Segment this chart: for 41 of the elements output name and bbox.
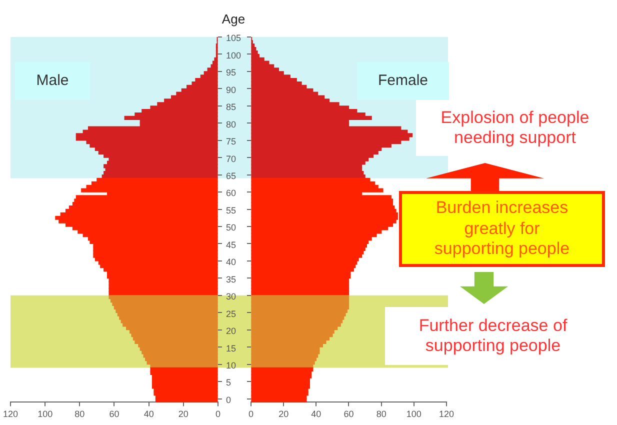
y-tick-label: 45 [226, 240, 236, 250]
y-axis-title: Age [222, 12, 246, 27]
x-tick-label: 80 [74, 409, 85, 420]
annotation: Female [378, 72, 428, 90]
y-tick-label: 65 [226, 171, 236, 182]
annotation: Male [36, 72, 69, 90]
y-tick-label: 70 [226, 154, 236, 164]
x-tick-label: 40 [144, 409, 154, 420]
annotation: Explosion of people needing support [440, 108, 590, 148]
y-tick-label: 55 [226, 205, 236, 216]
x-tick-label: 80 [376, 409, 386, 420]
y-tick-label: 40 [226, 257, 236, 268]
x-tick-label: 60 [109, 409, 120, 420]
x-tick-label: 60 [344, 409, 354, 420]
x-tick-label: 120 [438, 409, 454, 420]
y-tick-label: 90 [226, 84, 236, 95]
x-tick-label: 100 [38, 409, 53, 420]
y-tick-label: 95 [226, 68, 236, 78]
y-tick-label: 35 [226, 274, 236, 284]
x-tick-label: 20 [178, 409, 188, 420]
annotation: Further decrease of supporting people [418, 316, 568, 356]
x-tick-label: 120 [2, 409, 18, 420]
y-tick-label: 75 [226, 136, 236, 147]
x-tick-label: 20 [278, 409, 289, 420]
x-tick-label: 0 [248, 409, 254, 420]
annotation: Burden increases greatly for supporting people [433, 198, 571, 260]
y-tick-label: 15 [226, 343, 236, 354]
x-tick-label: 0 [215, 409, 220, 420]
x-tick-label: 40 [311, 409, 322, 420]
y-tick-label: 85 [226, 102, 236, 112]
y-tick-label: 60 [226, 188, 236, 198]
y-tick-label: 50 [226, 222, 236, 233]
y-tick-label: 100 [226, 50, 242, 60]
y-tick-label: 25 [226, 308, 236, 319]
y-tick-label: 5 [226, 378, 231, 388]
x-tick-label: 100 [406, 409, 422, 420]
y-tick-label: 20 [226, 326, 236, 336]
y-tick-label: 105 [226, 33, 242, 44]
y-tick-label: 0 [226, 394, 231, 405]
y-tick-label: 10 [226, 360, 236, 371]
y-tick-label: 80 [226, 119, 236, 130]
